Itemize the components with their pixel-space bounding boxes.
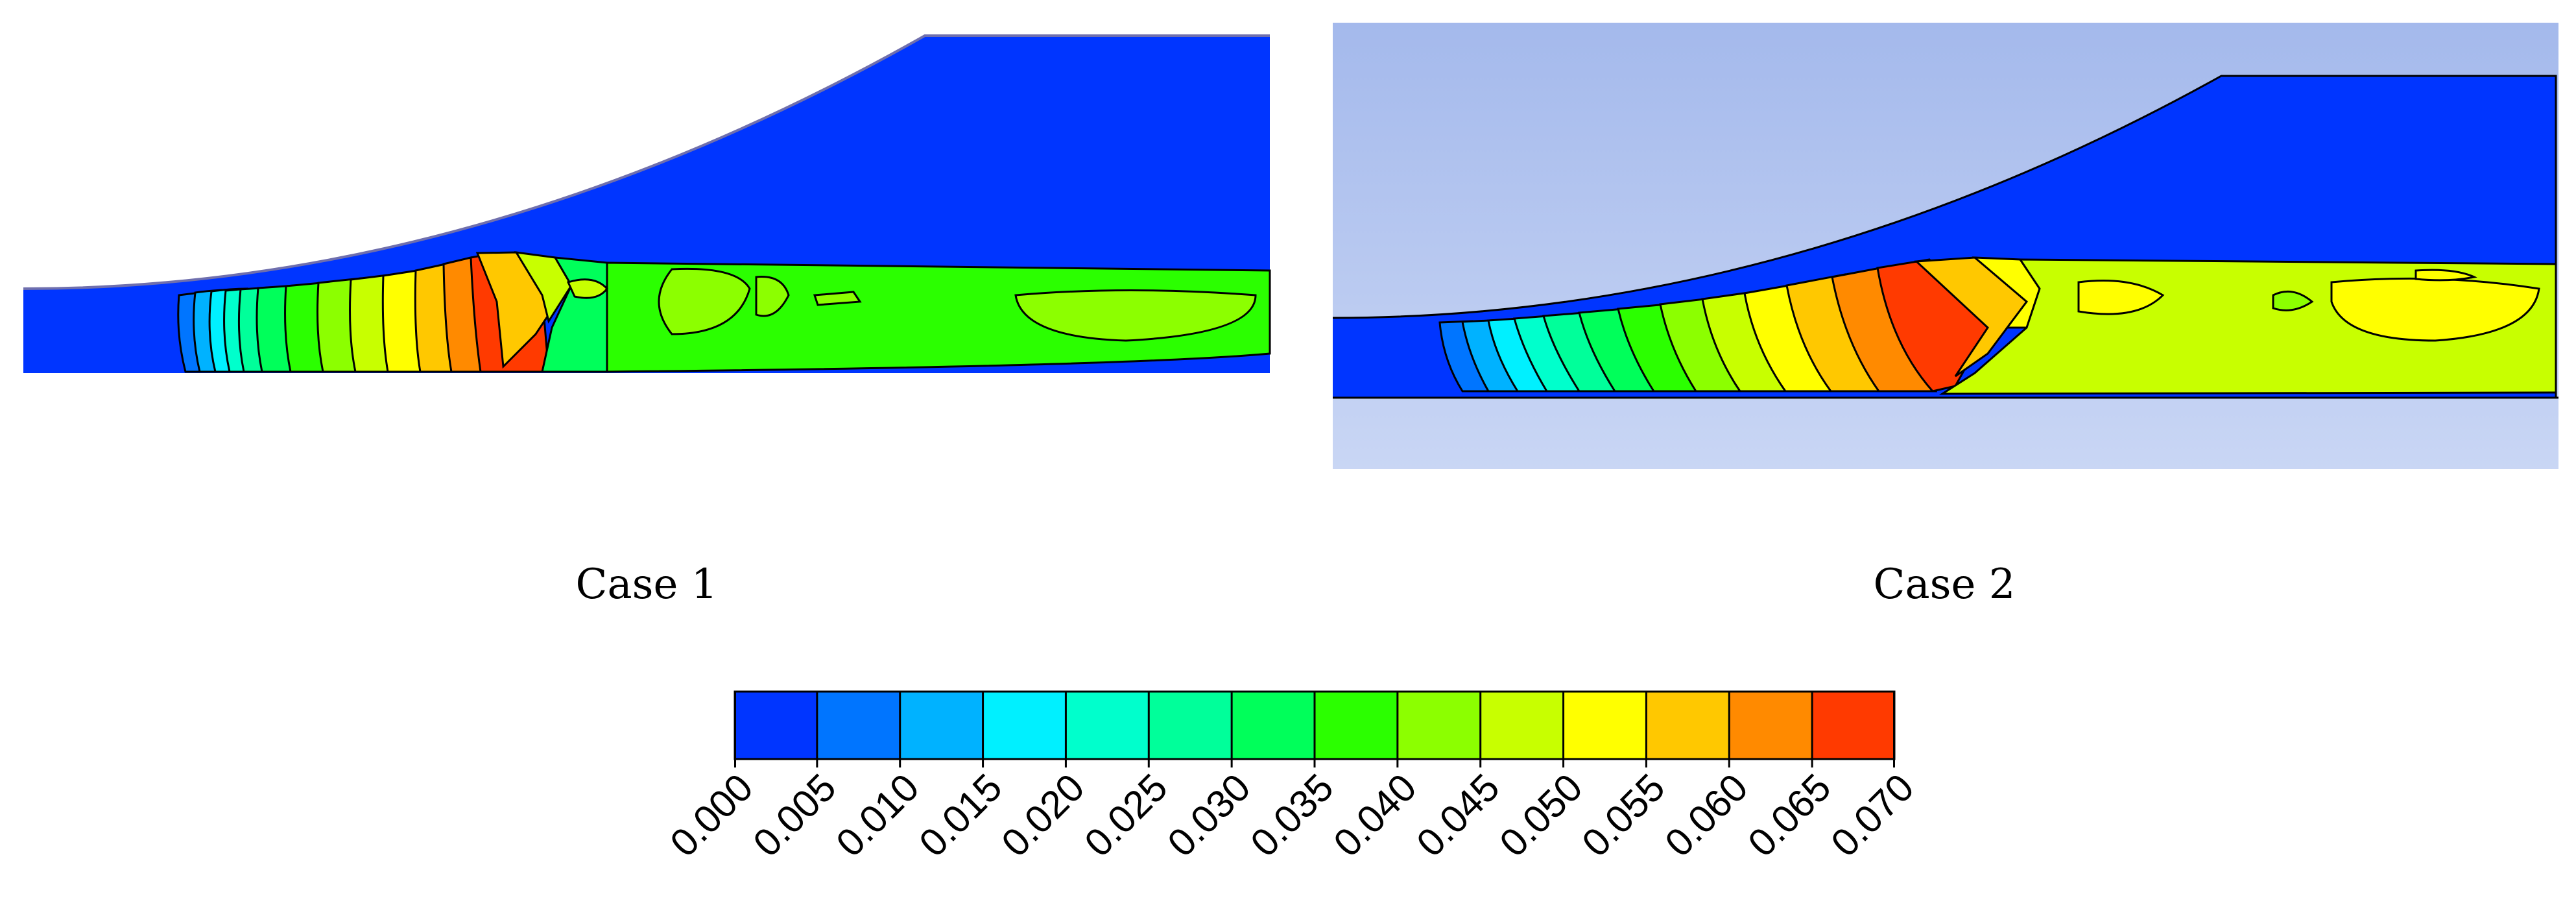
color-legend-bar xyxy=(733,690,1896,767)
color-legend-tick-label: 0.060 xyxy=(1656,765,1757,865)
case-2-contour-svg xyxy=(1333,23,2558,469)
color-legend xyxy=(733,690,1896,767)
color-legend-tick-label: 0.005 xyxy=(745,765,844,865)
color-legend-tick-label: 0.020 xyxy=(993,765,1093,865)
color-legend-swatch xyxy=(1563,691,1647,759)
color-legend-swatch xyxy=(1729,691,1813,759)
color-legend-swatch xyxy=(817,691,901,759)
color-legend-tick-label: 0.045 xyxy=(1407,765,1508,865)
color-legend-tick-label: 0.055 xyxy=(1573,765,1674,865)
color-legend-swatch xyxy=(1812,691,1896,759)
color-legend-tick-label: 0.035 xyxy=(1242,765,1342,865)
case-1-contour-bands xyxy=(177,251,1271,373)
color-legend-swatch xyxy=(734,691,818,759)
color-legend-swatch xyxy=(1315,691,1398,759)
color-legend-tick-label: 0.000 xyxy=(662,765,761,865)
case-2-label: Case 2 xyxy=(1873,561,2016,609)
color-legend-tick-label: 0.065 xyxy=(1739,765,1839,865)
color-legend-tick-label: 0.040 xyxy=(1325,765,1425,865)
color-legend-swatch xyxy=(1066,691,1149,759)
color-legend-tick-label: 0.010 xyxy=(827,765,927,865)
color-legend-swatch xyxy=(1232,691,1315,759)
case-1-label: Case 1 xyxy=(575,561,718,609)
color-legend-tick-label: 0.025 xyxy=(1076,765,1176,865)
color-legend-swatch xyxy=(983,691,1066,759)
color-legend-swatch xyxy=(1397,691,1481,759)
color-legend-swatch xyxy=(1646,691,1730,759)
color-legend-swatch xyxy=(900,691,984,759)
case-1-contour-svg xyxy=(23,34,1271,373)
color-legend-tick-label: 0.050 xyxy=(1490,765,1591,865)
color-legend-tick-label: 0.015 xyxy=(910,765,1010,865)
case-2-contour-bands xyxy=(1438,256,2557,395)
color-legend-tick-label: 0.030 xyxy=(1159,765,1259,865)
color-legend-swatch xyxy=(1149,691,1232,759)
case-1-contour-plot xyxy=(23,29,1271,380)
case-2-contour-plot xyxy=(1333,23,2558,469)
color-legend-swatch xyxy=(1480,691,1564,759)
color-legend-tick-label: 0.070 xyxy=(1822,765,1922,865)
